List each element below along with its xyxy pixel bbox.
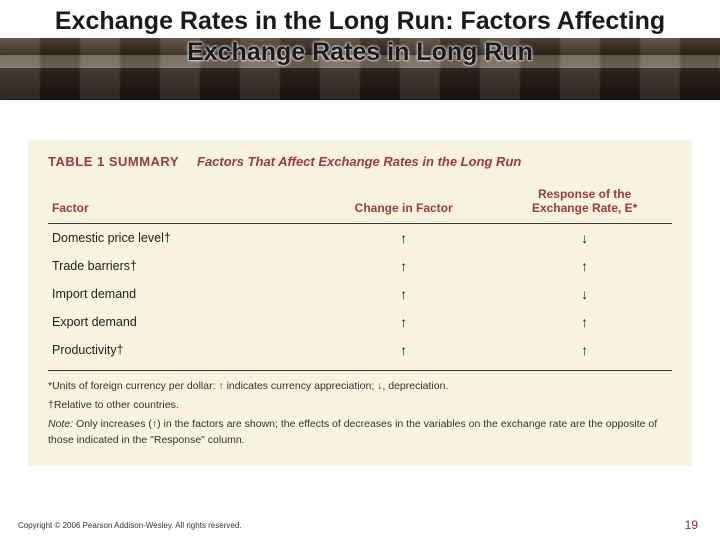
cell-change: ↑ xyxy=(310,224,497,253)
page-number: 19 xyxy=(685,518,698,532)
cell-factor: Export demand xyxy=(48,308,310,336)
table-row: Import demand ↑ ↓ xyxy=(48,280,672,308)
col-header-response-l1: Response of the xyxy=(538,187,631,201)
cell-factor: Import demand xyxy=(48,280,310,308)
footnote-dagger: †Relative to other countries. xyxy=(48,398,672,413)
col-header-response: Response of the Exchange Rate, E* xyxy=(497,183,672,224)
cell-response: ↓ xyxy=(497,224,672,253)
table-row: Trade barriers† ↑ ↑ xyxy=(48,252,672,280)
cell-factor: Trade barriers† xyxy=(48,252,310,280)
cell-change: ↑ xyxy=(310,280,497,308)
table-heading-subtitle: Factors That Affect Exchange Rates in th… xyxy=(197,154,521,169)
table-bottom-rule xyxy=(48,370,672,371)
cell-factor: Domestic price level† xyxy=(48,224,310,253)
cell-change: ↑ xyxy=(310,308,497,336)
table-heading: TABLE 1 SUMMARY Factors That Affect Exch… xyxy=(48,154,672,169)
footnote-star: *Units of foreign currency per dollar: ↑… xyxy=(48,379,672,394)
table-row: Export demand ↑ ↑ xyxy=(48,308,672,336)
footnote-note-label: Note: xyxy=(48,418,73,430)
col-header-response-l2: Exchange Rate, E* xyxy=(532,201,637,215)
cell-response: ↓ xyxy=(497,280,672,308)
table-heading-label: TABLE 1 SUMMARY xyxy=(48,154,179,169)
cell-factor: Productivity† xyxy=(48,336,310,368)
col-header-factor: Factor xyxy=(48,183,310,224)
header-banner: Exchange Rates in the Long Run: Factors … xyxy=(0,0,720,100)
col-header-change: Change in Factor xyxy=(310,183,497,224)
footnote-note: Note: Only increases (↑) in the factors … xyxy=(48,417,672,447)
summary-table-card: TABLE 1 SUMMARY Factors That Affect Exch… xyxy=(28,140,692,466)
cell-change: ↑ xyxy=(310,336,497,368)
footnote-note-text: Only increases (↑) in the factors are sh… xyxy=(48,418,657,445)
cell-response: ↑ xyxy=(497,252,672,280)
copyright-text: Copyright © 2006 Pearson Addison-Wesley.… xyxy=(18,521,242,530)
table-header-row: Factor Change in Factor Response of the … xyxy=(48,183,672,224)
table-row: Domestic price level† ↑ ↓ xyxy=(48,224,672,253)
cell-change: ↑ xyxy=(310,252,497,280)
table-footnotes: *Units of foreign currency per dollar: ↑… xyxy=(48,379,672,448)
cell-response: ↑ xyxy=(497,308,672,336)
table-row: Productivity† ↑ ↑ xyxy=(48,336,672,368)
cell-response: ↑ xyxy=(497,336,672,368)
slide-title: Exchange Rates in the Long Run: Factors … xyxy=(0,6,720,69)
factors-table: Factor Change in Factor Response of the … xyxy=(48,183,672,368)
